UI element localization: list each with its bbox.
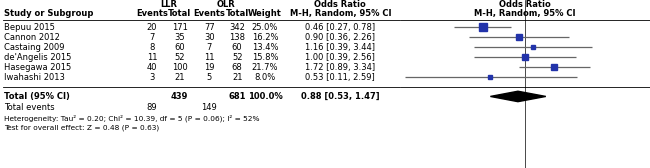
Text: 100.0%: 100.0% xyxy=(248,92,282,101)
Text: Weight: Weight xyxy=(248,9,282,18)
Text: 342: 342 xyxy=(229,23,245,32)
Text: 8.0%: 8.0% xyxy=(254,73,276,82)
Text: 681: 681 xyxy=(228,92,246,101)
Polygon shape xyxy=(490,91,546,102)
Text: Events: Events xyxy=(136,9,168,18)
Text: M-H, Random, 95% CI: M-H, Random, 95% CI xyxy=(474,9,576,18)
Text: 60: 60 xyxy=(232,43,242,52)
Text: Total: Total xyxy=(226,9,249,18)
Text: 25.0%: 25.0% xyxy=(252,23,278,32)
Text: Total: Total xyxy=(168,9,191,18)
Text: 77: 77 xyxy=(204,23,214,32)
Text: 1.72 [0.89, 3.34]: 1.72 [0.89, 3.34] xyxy=(306,63,375,72)
Text: 0.90 [0.36, 2.26]: 0.90 [0.36, 2.26] xyxy=(306,33,375,42)
Text: Test for overall effect: Z = 0.48 (P = 0.63): Test for overall effect: Z = 0.48 (P = 0… xyxy=(4,125,159,131)
Text: 100: 100 xyxy=(172,63,188,72)
Text: 40: 40 xyxy=(147,63,157,72)
Text: 0.46 [0.27, 0.78]: 0.46 [0.27, 0.78] xyxy=(306,23,375,32)
Text: 35: 35 xyxy=(174,33,185,42)
Text: Odds Ratio: Odds Ratio xyxy=(315,0,366,9)
Text: 7: 7 xyxy=(207,43,212,52)
Text: de'Angelis 2015: de'Angelis 2015 xyxy=(4,53,71,62)
Text: 11: 11 xyxy=(147,53,157,62)
Text: 16.2%: 16.2% xyxy=(252,33,278,42)
Text: M-H, Random, 95% CI: M-H, Random, 95% CI xyxy=(289,9,391,18)
Text: Total events: Total events xyxy=(4,103,54,112)
Text: 89: 89 xyxy=(147,103,157,112)
Text: 439: 439 xyxy=(171,92,188,101)
Text: 138: 138 xyxy=(229,33,245,42)
Text: Cannon 2012: Cannon 2012 xyxy=(4,33,60,42)
Text: 8: 8 xyxy=(150,43,155,52)
Text: Hasegawa 2015: Hasegawa 2015 xyxy=(4,63,71,72)
Text: OLR: OLR xyxy=(217,0,236,9)
Text: Castaing 2009: Castaing 2009 xyxy=(4,43,64,52)
Text: Bepuu 2015: Bepuu 2015 xyxy=(4,23,55,32)
Text: LLR: LLR xyxy=(161,0,177,9)
Text: 5: 5 xyxy=(207,73,212,82)
Text: Iwahashi 2013: Iwahashi 2013 xyxy=(4,73,64,82)
Text: 30: 30 xyxy=(204,33,214,42)
Text: 1.16 [0.39, 3.44]: 1.16 [0.39, 3.44] xyxy=(306,43,375,52)
Text: Total (95% CI): Total (95% CI) xyxy=(4,92,70,101)
Text: 0.88 [0.53, 1.47]: 0.88 [0.53, 1.47] xyxy=(301,92,380,101)
Text: 11: 11 xyxy=(204,53,214,62)
Text: 1.00 [0.39, 2.56]: 1.00 [0.39, 2.56] xyxy=(306,53,375,62)
Text: Events: Events xyxy=(194,9,226,18)
Text: Odds Ratio: Odds Ratio xyxy=(499,0,551,9)
Text: Heterogeneity: Tau² = 0.20; Chi² = 10.39, df = 5 (P = 0.06); I² = 52%: Heterogeneity: Tau² = 0.20; Chi² = 10.39… xyxy=(4,114,259,122)
Text: 21.7%: 21.7% xyxy=(252,63,278,72)
Text: 21: 21 xyxy=(232,73,242,82)
Text: 52: 52 xyxy=(174,53,185,62)
Text: Study or Subgroup: Study or Subgroup xyxy=(4,9,93,18)
Text: 171: 171 xyxy=(172,23,188,32)
Text: 149: 149 xyxy=(202,103,217,112)
Text: 7: 7 xyxy=(150,33,155,42)
Text: 68: 68 xyxy=(232,63,242,72)
Text: 52: 52 xyxy=(232,53,242,62)
Text: 21: 21 xyxy=(174,73,185,82)
Text: 0.53 [0.11, 2.59]: 0.53 [0.11, 2.59] xyxy=(306,73,375,82)
Text: 15.8%: 15.8% xyxy=(252,53,278,62)
Text: 60: 60 xyxy=(174,43,185,52)
Text: 13.4%: 13.4% xyxy=(252,43,278,52)
Text: 20: 20 xyxy=(147,23,157,32)
Text: 3: 3 xyxy=(150,73,155,82)
Text: 19: 19 xyxy=(204,63,214,72)
